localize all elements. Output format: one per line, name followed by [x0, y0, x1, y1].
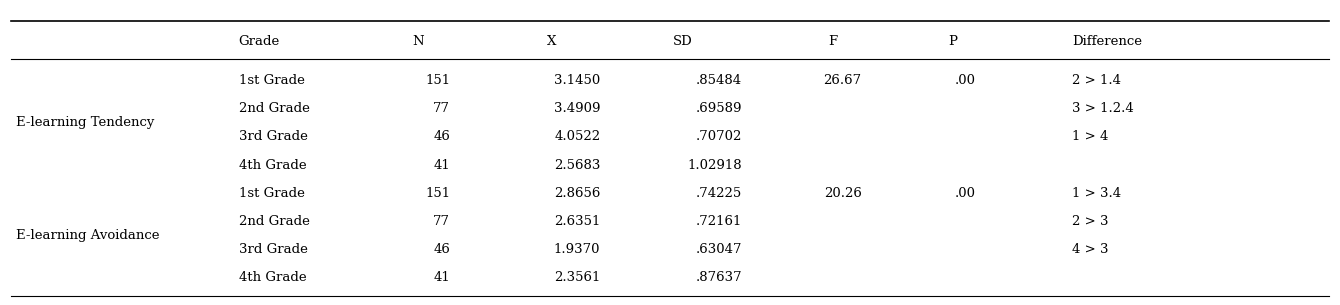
- Text: 2nd Grade: 2nd Grade: [239, 215, 310, 228]
- Text: 20.26: 20.26: [824, 187, 862, 199]
- Text: 46: 46: [433, 243, 450, 256]
- Text: E-learning Avoidance: E-learning Avoidance: [16, 229, 159, 242]
- Text: 2.5683: 2.5683: [553, 159, 600, 171]
- Text: 1.02918: 1.02918: [687, 159, 742, 171]
- Text: SD: SD: [673, 35, 693, 48]
- Text: F: F: [828, 35, 838, 48]
- Text: 77: 77: [433, 215, 450, 228]
- Text: 4.0522: 4.0522: [555, 131, 600, 143]
- Text: E-learning Tendency: E-learning Tendency: [16, 117, 154, 129]
- Text: 3 > 1.2.4: 3 > 1.2.4: [1072, 102, 1134, 115]
- Text: X: X: [547, 35, 556, 48]
- Text: 4 > 3: 4 > 3: [1072, 243, 1108, 256]
- Text: .87637: .87637: [695, 271, 742, 284]
- Text: 151: 151: [425, 187, 450, 199]
- Text: 3.4909: 3.4909: [553, 102, 600, 115]
- Text: .70702: .70702: [695, 131, 742, 143]
- Text: 2nd Grade: 2nd Grade: [239, 102, 310, 115]
- Text: 2.3561: 2.3561: [553, 271, 600, 284]
- Text: 2.6351: 2.6351: [553, 215, 600, 228]
- Text: Grade: Grade: [239, 35, 280, 48]
- Text: 1.9370: 1.9370: [553, 243, 600, 256]
- Text: 2 > 1.4: 2 > 1.4: [1072, 74, 1122, 87]
- Text: 41: 41: [434, 271, 450, 284]
- Text: 3rd Grade: 3rd Grade: [239, 131, 307, 143]
- Text: .00: .00: [954, 74, 976, 87]
- Text: .85484: .85484: [697, 74, 742, 87]
- Text: 1 > 3.4: 1 > 3.4: [1072, 187, 1122, 199]
- Text: 3.1450: 3.1450: [553, 74, 600, 87]
- Text: 41: 41: [434, 159, 450, 171]
- Text: .74225: .74225: [695, 187, 742, 199]
- Text: 77: 77: [433, 102, 450, 115]
- Text: 151: 151: [425, 74, 450, 87]
- Text: 1st Grade: 1st Grade: [239, 187, 304, 199]
- Text: Difference: Difference: [1072, 35, 1142, 48]
- Text: 4th Grade: 4th Grade: [239, 271, 306, 284]
- Text: 46: 46: [433, 131, 450, 143]
- Text: 1 > 4: 1 > 4: [1072, 131, 1108, 143]
- Text: 4th Grade: 4th Grade: [239, 159, 306, 171]
- Text: 1st Grade: 1st Grade: [239, 74, 304, 87]
- Text: .69589: .69589: [695, 102, 742, 115]
- Text: 2.8656: 2.8656: [553, 187, 600, 199]
- Text: N: N: [413, 35, 425, 48]
- Text: .00: .00: [954, 187, 976, 199]
- Text: 26.67: 26.67: [824, 74, 862, 87]
- Text: P: P: [949, 35, 958, 48]
- Text: 2 > 3: 2 > 3: [1072, 215, 1108, 228]
- Text: 3rd Grade: 3rd Grade: [239, 243, 307, 256]
- Text: .72161: .72161: [695, 215, 742, 228]
- Text: .63047: .63047: [695, 243, 742, 256]
